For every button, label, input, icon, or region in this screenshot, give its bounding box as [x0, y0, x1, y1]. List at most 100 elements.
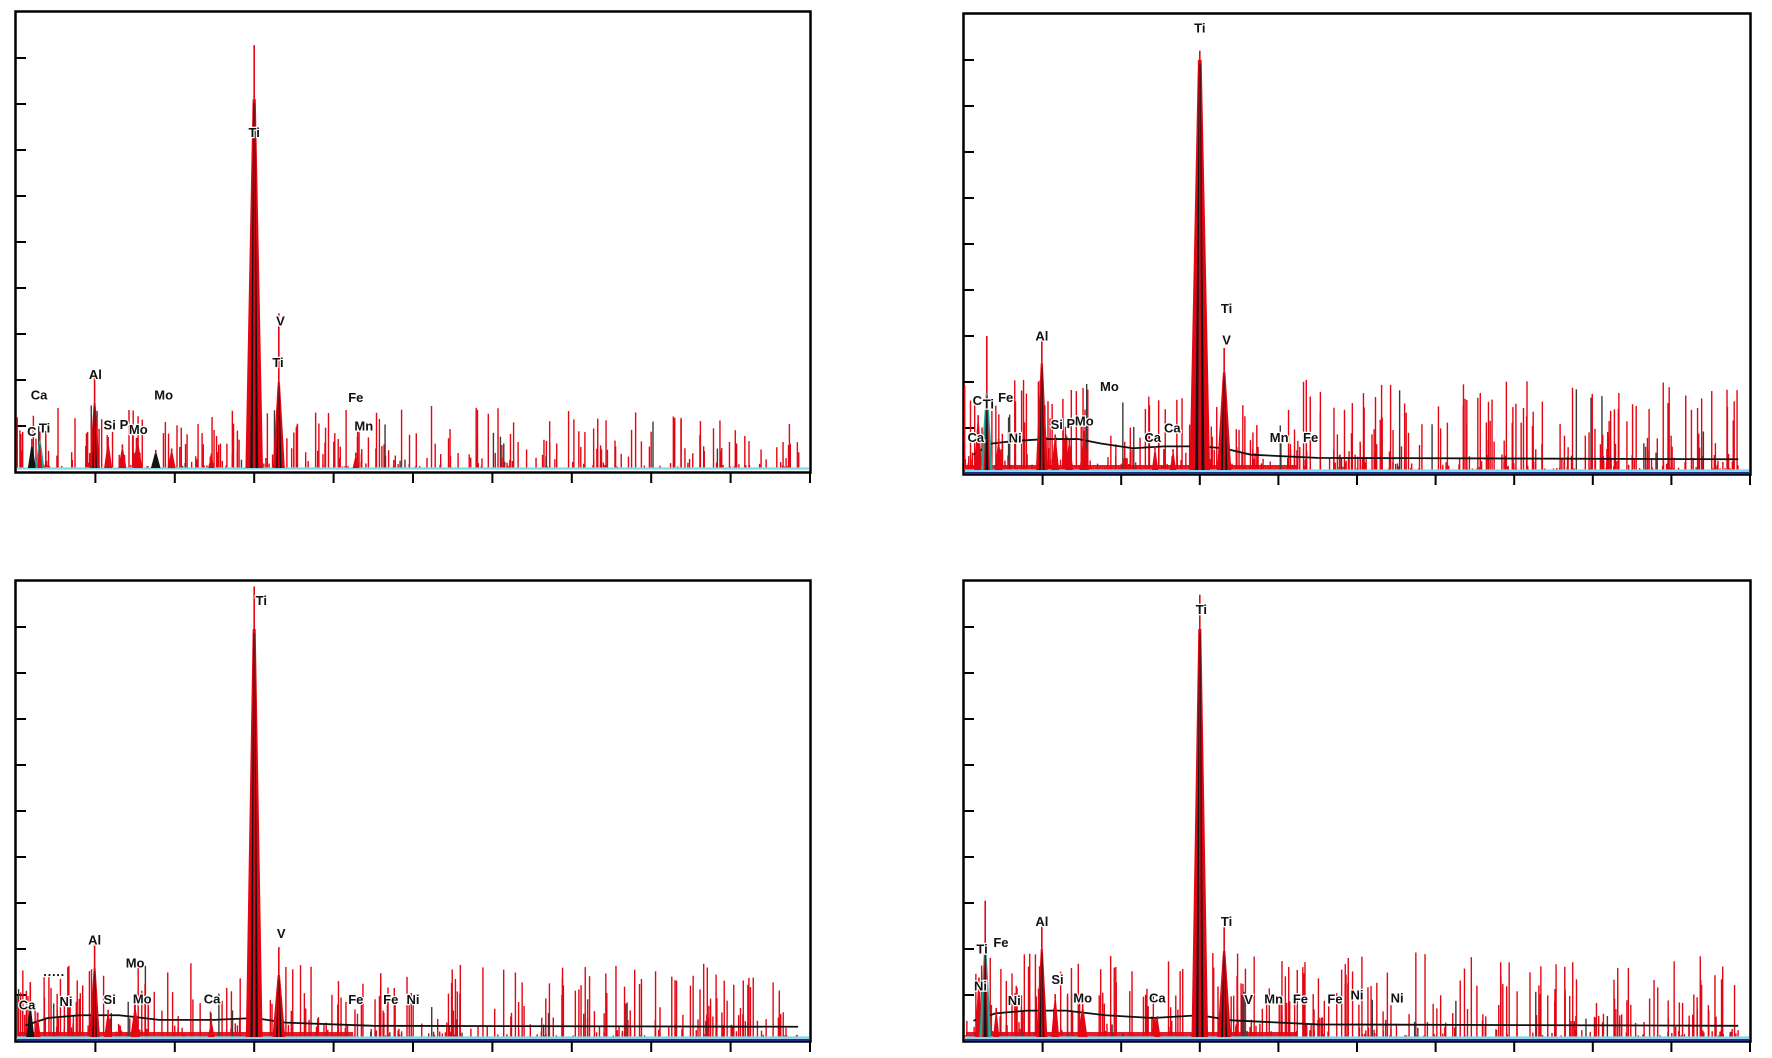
- noise-spike: [1508, 962, 1510, 1037]
- noise-spike: [54, 1034, 56, 1037]
- noise-spike: [1384, 1019, 1387, 1037]
- noise-spike: [785, 458, 787, 468]
- noise-spike: [1109, 1035, 1111, 1037]
- noise-spike: [1343, 409, 1346, 470]
- noise-spike: [1614, 443, 1617, 470]
- noise-spike: [674, 1023, 676, 1037]
- noise-spike: [626, 1002, 628, 1037]
- noise-spike: [310, 1034, 312, 1037]
- noise-spike: [708, 1005, 710, 1037]
- spectrum-bottom-right: Ti Fe Ni Ni Al Si Mo Ca Ti Ti V Mn Fe Fe Ni Ni: [962, 579, 1752, 1052]
- noise-spike: [344, 466, 346, 468]
- element-label-Si: Si: [104, 418, 116, 433]
- noise-spike: [675, 980, 678, 1037]
- noise-spike: [1630, 1004, 1632, 1037]
- noise-spike: [190, 963, 192, 1037]
- peak-C: [27, 446, 36, 468]
- noise-spike: [56, 455, 58, 468]
- element-label-Fe: Fe: [1293, 991, 1308, 1006]
- noise-spike: [1643, 443, 1645, 470]
- noise-spike: [580, 985, 582, 1037]
- noise-spike: [1444, 1027, 1446, 1037]
- noise-spike: [603, 1032, 605, 1037]
- noise-spike: [1310, 1023, 1312, 1037]
- noise-spike: [375, 1031, 377, 1037]
- noise-spike: [470, 457, 472, 468]
- noise-spike: [776, 447, 778, 468]
- noise-spike: [459, 964, 462, 1037]
- noise-spike: [1328, 458, 1331, 470]
- noise-spike: [1093, 1035, 1096, 1037]
- noise-spike: [1405, 465, 1407, 470]
- noise-spike: [1607, 435, 1610, 470]
- noise-spike: [1269, 461, 1271, 470]
- noise-spike: [1176, 455, 1178, 470]
- noise-spike: [144, 984, 146, 1037]
- noise-spike: [195, 462, 197, 468]
- noise-spike: [1080, 419, 1082, 470]
- noise-spike: [975, 973, 977, 1037]
- noise-spike: [1288, 1001, 1291, 1037]
- noise-spike: [1418, 468, 1420, 470]
- noise-spike: [1302, 381, 1305, 470]
- noise-spike: [1164, 409, 1166, 470]
- noise-spike: [57, 407, 59, 468]
- noise-spike: [1376, 1028, 1378, 1037]
- noise-spike: [1628, 464, 1630, 470]
- noise-spike: [1238, 1034, 1240, 1037]
- noise-spike: [1426, 1021, 1429, 1037]
- noise-spike: [218, 993, 220, 1037]
- noise-spike: [1249, 466, 1251, 470]
- noise-spike: [226, 987, 228, 1037]
- noise-spike: [1609, 456, 1612, 470]
- element-label-Ni: Ni: [1008, 993, 1021, 1008]
- noise-spike: [1609, 410, 1612, 470]
- noise-spike: [731, 1027, 734, 1037]
- noise-spike: [525, 449, 528, 468]
- noise-spike: [1354, 454, 1356, 470]
- noise-spike: [1303, 465, 1305, 470]
- noise-spike: [618, 1035, 620, 1037]
- noise-spike: [1581, 1030, 1583, 1037]
- noise-spike: [378, 419, 381, 468]
- noise-spike: [400, 409, 403, 468]
- noise-spike: [446, 1022, 448, 1037]
- noise-spike: [970, 1035, 972, 1037]
- noise-spike: [586, 999, 589, 1037]
- noise-spike: [307, 461, 309, 468]
- noise-spike: [772, 982, 774, 1037]
- noise-spike: [1257, 1035, 1260, 1037]
- noise-spike: [602, 462, 605, 468]
- noise-spike: [571, 461, 574, 468]
- element-label-V: V: [1244, 992, 1253, 1007]
- element-label-Ca: Ca: [204, 991, 221, 1006]
- element-label-V: V: [1222, 332, 1231, 347]
- noise-spike: [286, 438, 288, 468]
- noise-spike: [48, 975, 50, 1037]
- noise-spike: [672, 416, 675, 468]
- noise-spike: [499, 436, 502, 468]
- noise-spike: [1506, 466, 1508, 470]
- noise-spike: [331, 994, 333, 1037]
- noise-spike: [1731, 1028, 1733, 1037]
- noise-spike: [592, 428, 595, 468]
- noise-spike: [1270, 1031, 1273, 1037]
- noise-spike: [1714, 443, 1717, 470]
- noise-spike: [545, 998, 547, 1037]
- noise-spike: [1305, 379, 1307, 470]
- noise-spike: [1241, 994, 1243, 1037]
- noise-spike: [1169, 1007, 1172, 1037]
- noise-spike: [1696, 997, 1698, 1037]
- noise-spike: [1177, 1009, 1179, 1037]
- noise-spike: [137, 965, 139, 1037]
- noise-spike: [1340, 969, 1343, 1037]
- noise-spike: [1373, 429, 1375, 470]
- noise-spike: [514, 972, 517, 1037]
- noise-spike: [510, 1035, 512, 1037]
- noise-spike: [545, 456, 547, 468]
- noise-spike: [334, 433, 336, 468]
- noise-spike: [969, 1035, 971, 1037]
- noise-spike: [419, 466, 421, 468]
- noise-spike: [1543, 468, 1546, 470]
- noise-spike: [367, 437, 370, 468]
